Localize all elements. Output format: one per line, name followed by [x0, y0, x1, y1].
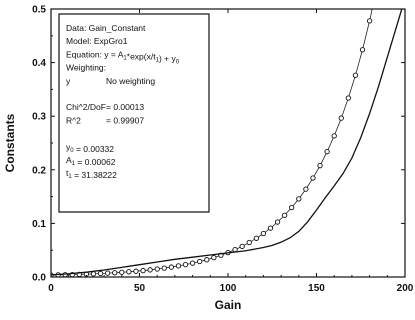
series-1-point [274, 219, 281, 225]
y-tick-label: 0.3 [32, 112, 46, 123]
annotation-line: A1 = 0.00062 [66, 155, 116, 167]
series-1-point [147, 267, 153, 273]
y-tick-label: 0.1 [32, 219, 46, 230]
series-1-point [317, 163, 323, 169]
annotation-line: Model: ExpGro1 [66, 36, 128, 46]
x-tick-label: 200 [397, 283, 414, 294]
series-1-point [260, 230, 267, 237]
series-1-point [338, 115, 344, 121]
series-1-point [303, 186, 309, 192]
annotation-line: y0 = 0.00332 [66, 142, 114, 154]
annotation-value: No weighting [106, 76, 155, 86]
series-layer [51, 9, 403, 277]
annotation-value: = 0.99907 [106, 115, 144, 125]
x-axis-label: Gain [215, 298, 242, 312]
annotation-line: Data: Gain_Constant [66, 23, 146, 33]
annotation-line: Equation: y = A1*exp(x/t1) + y0 [66, 49, 180, 65]
x-tick-label: 100 [220, 283, 237, 294]
series-1-point [204, 257, 210, 263]
series-1-point [90, 271, 97, 277]
series-1-point [97, 270, 104, 277]
series-1-point [112, 270, 118, 276]
series-1-point [211, 254, 217, 261]
series-1-point [182, 261, 189, 268]
y-axis-label: Constants [3, 113, 17, 172]
series-1-point [175, 263, 182, 269]
series-1-point [140, 267, 146, 274]
series-1-point [296, 196, 302, 202]
annotation-line: t1 = 31.38222 [66, 168, 117, 180]
series-1-point [246, 239, 252, 246]
series-1-point [331, 133, 337, 139]
annotation-line: y [66, 76, 71, 86]
series-1-point [168, 264, 175, 270]
y-tick-label: 0.5 [32, 5, 46, 16]
y-tick-label: 0.4 [32, 58, 46, 69]
annotation-line: Chi^2/DoF [66, 102, 106, 112]
series-2-line [51, 9, 403, 276]
series-1-point [154, 266, 160, 272]
series-1-point [189, 260, 196, 266]
series-1-point [253, 235, 259, 241]
series-1-point [352, 72, 359, 78]
series-1-point [324, 149, 330, 155]
series-1-point [345, 95, 352, 101]
annotation-line: Weighting: [66, 63, 106, 73]
series-1-point [289, 204, 295, 211]
series-1-point [239, 243, 245, 249]
series-1-point [126, 269, 132, 275]
x-tick-label: 150 [308, 283, 325, 294]
annotation-line: R^2 [66, 115, 81, 125]
series-1-point [119, 269, 125, 275]
series-1-point [133, 268, 139, 274]
series-1-point [62, 272, 68, 277]
fit-annotation-box: Data: Gain_Constant Model: ExpGro1 Equatio… [58, 13, 210, 213]
annotation-frame [58, 13, 210, 213]
series-1-point [366, 18, 373, 24]
x-tick-label: 50 [134, 283, 146, 294]
series-1-point [359, 47, 366, 53]
x-tick-label: 0 [48, 283, 54, 294]
series-1-point [310, 175, 316, 181]
series-1-point [161, 265, 167, 271]
series-1-point [197, 258, 203, 265]
annotation-value: = 0.00013 [106, 102, 144, 112]
y-tick-label: 0.0 [32, 273, 46, 284]
series-1-point [104, 270, 111, 276]
series-1-point [267, 225, 274, 231]
ticks-layer: 0 50 100 150 200 0.0 0.1 0.2 0.3 0.4 0.5 [32, 5, 414, 295]
y-tick-label: 0.2 [32, 165, 46, 176]
series-1-point [281, 212, 288, 218]
